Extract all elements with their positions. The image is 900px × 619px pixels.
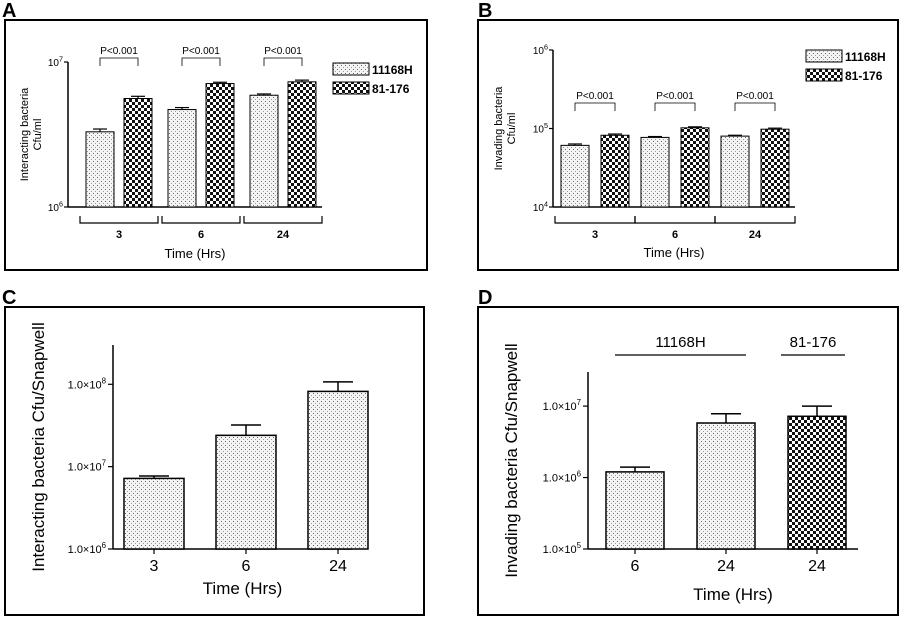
- y-axis-label: Invading bacteria Cfu/Snapwell: [502, 343, 521, 577]
- x-tick-label: 6: [672, 229, 678, 241]
- legend-swatch-81-176: [332, 81, 370, 95]
- x-tick-label: 3: [592, 229, 598, 241]
- y-axis-label: Interacting bacteria Cfu/Snapwell: [29, 322, 48, 571]
- significance-bracket: [734, 102, 776, 111]
- y-tick-label: 1.0×106: [543, 470, 582, 485]
- p-value-annotation: P<0.001: [736, 91, 774, 102]
- y-tick-label: 105: [533, 121, 548, 136]
- legend-label: 11168H: [372, 63, 413, 77]
- chart-c: 1.0×108 1.0×107 1.0×106 3 6 24 Time (Hrs) Inter…: [29, 322, 369, 598]
- y-tick-label: 1.0×106: [68, 541, 107, 556]
- panel-b-frame: [477, 19, 899, 271]
- bar-81-176-6: [680, 127, 710, 208]
- bar-11168H-3: [85, 131, 115, 208]
- chart-b: 106 105 104 P<0.001 3 P<0.001 6 P<0.001 24 Time (…: [493, 43, 886, 261]
- panel-letter-b: B: [478, 0, 493, 22]
- bar-6-1: [215, 434, 277, 550]
- bar-11168H-6: [167, 109, 197, 208]
- p-value-annotation: P<0.001: [182, 46, 220, 57]
- bar-24-1: [696, 422, 756, 550]
- x-tick-label: 24: [277, 229, 290, 241]
- legend-label: 81-176: [372, 82, 410, 96]
- bar-11168H-6: [640, 136, 670, 208]
- bar-81-176-6: [205, 83, 235, 208]
- group-label: 81-176: [790, 334, 837, 351]
- category-bracket: [161, 216, 241, 224]
- legend-label: 81-176: [845, 69, 883, 83]
- legend-swatch-81-176: [805, 68, 843, 82]
- panel-letter-c: C: [2, 287, 17, 309]
- x-tick-label: 24: [329, 558, 347, 575]
- p-value-annotation: P<0.001: [264, 46, 302, 57]
- panel-c-frame: [4, 306, 425, 616]
- category-bracket: [79, 216, 159, 224]
- category-bracket: [243, 216, 323, 224]
- y-tick-label: 1.0×105: [543, 541, 582, 556]
- bar-11168H-24: [720, 135, 750, 208]
- legend-swatch-11168H: [805, 49, 843, 63]
- y-axis-label: Interacting bacteriaCfu/ml: [19, 87, 44, 181]
- bar-81-176-24: [287, 81, 317, 208]
- x-tick-label: 6: [631, 558, 640, 575]
- x-tick-label: 24: [717, 558, 735, 575]
- category-bracket: [634, 216, 716, 224]
- p-value-annotation: P<0.001: [576, 91, 614, 102]
- significance-bracket: [99, 57, 139, 66]
- panel-d-frame: [477, 306, 899, 616]
- y-tick-label: 106: [48, 200, 63, 215]
- bar-3-0: [123, 477, 185, 550]
- bar-24-2: [787, 415, 847, 550]
- bar-11168H-3: [560, 144, 590, 208]
- bar-81-176-3: [123, 98, 153, 208]
- panel-letter-d: D: [478, 287, 493, 309]
- y-tick-label: 1.0×107: [543, 398, 581, 413]
- bar-24-2: [307, 390, 369, 550]
- y-tick-label: 106: [533, 43, 548, 58]
- y-tick-label: 1.0×108: [68, 376, 107, 391]
- x-axis-label: Time (Hrs): [203, 579, 283, 598]
- significance-bracket: [181, 57, 221, 66]
- significance-bracket: [574, 102, 616, 111]
- significance-bracket: [263, 57, 303, 66]
- x-tick-label: 24: [808, 558, 826, 575]
- y-tick-label: 107: [48, 55, 63, 70]
- legend-swatch-11168H: [332, 62, 370, 76]
- bar-6-0: [605, 471, 665, 550]
- x-tick-label: 3: [150, 558, 159, 575]
- significance-bracket: [654, 102, 696, 111]
- legend-label: 11168H: [845, 50, 886, 64]
- x-tick-label: 3: [116, 229, 122, 241]
- y-tick-label: 104: [533, 200, 548, 215]
- p-value-annotation: P<0.001: [656, 91, 694, 102]
- x-tick-label: 6: [242, 558, 251, 575]
- bar-11168H-24: [249, 94, 279, 208]
- group-label: 11168H: [655, 334, 705, 351]
- category-bracket: [554, 216, 636, 224]
- x-tick-label: 24: [749, 229, 762, 241]
- y-tick-label: 1.0×107: [68, 459, 106, 474]
- chart-a: 107 106 P<0.001 3 P<0.001 6 P<0.001 24 Time (Hrs…: [19, 46, 413, 261]
- bar-81-176-3: [600, 134, 630, 208]
- x-axis-label: Time (Hrs): [644, 245, 705, 260]
- bar-81-176-24: [760, 128, 790, 208]
- category-bracket: [714, 216, 796, 224]
- p-value-annotation: P<0.001: [100, 46, 138, 57]
- x-axis-label: Time (Hrs): [693, 585, 773, 604]
- x-axis-label: Time (Hrs): [165, 246, 226, 261]
- chart-d: 1.0×107 1.0×106 1.0×105 6 24 24 Time (Hrs) Inva…: [502, 334, 858, 604]
- panel-letter-a: A: [2, 0, 17, 22]
- x-tick-label: 6: [198, 229, 204, 241]
- panel-a-frame: [4, 19, 428, 271]
- y-axis-label: Invading bacteriaCfu/ml: [493, 86, 518, 171]
